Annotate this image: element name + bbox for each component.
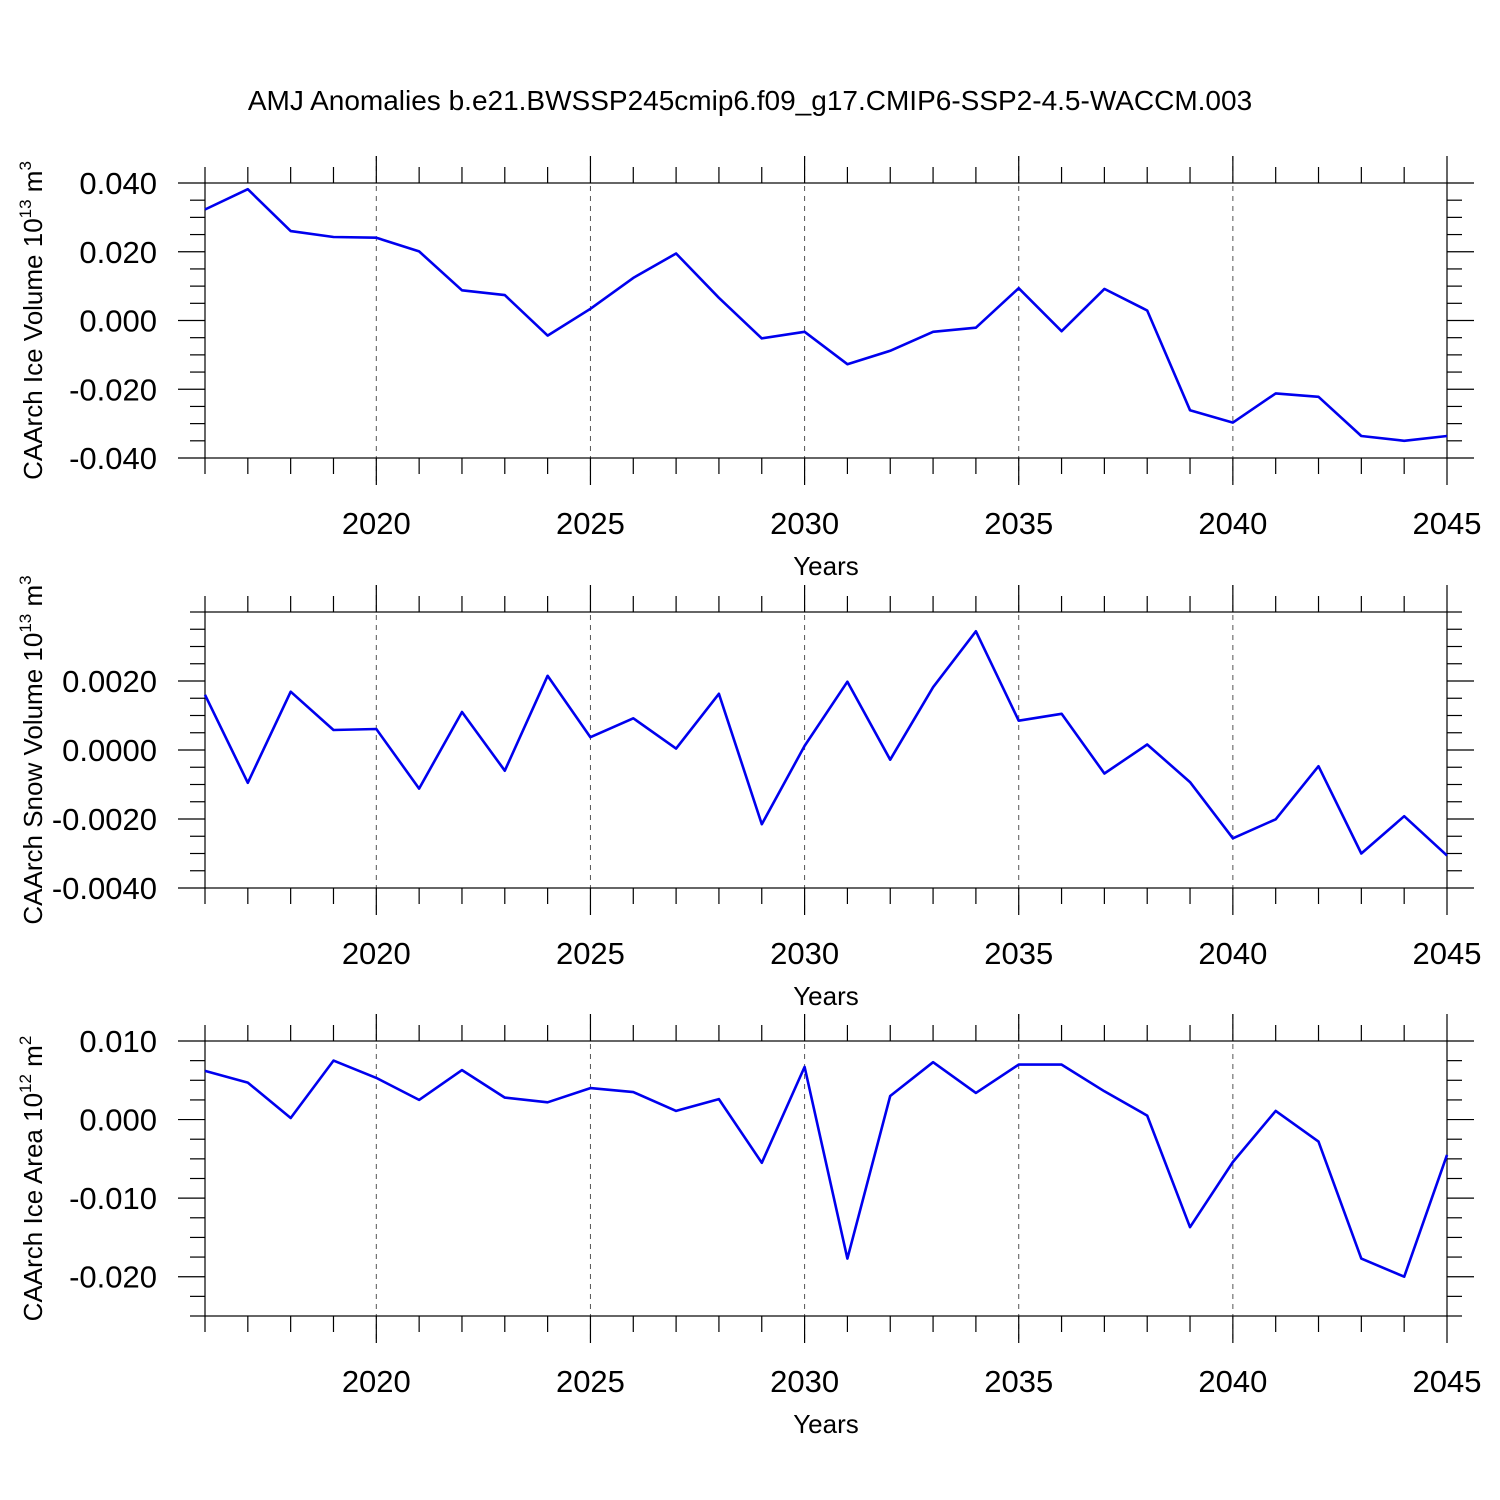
panel-3-y-axis-label-unit: m xyxy=(18,1045,48,1074)
figure-title: AMJ Anomalies b.e21.BWSSP245cmip6.f09_g1… xyxy=(248,85,1252,116)
panel-2-series-line xyxy=(203,629,1448,857)
panel-1-x-tick-label-5: 2045 xyxy=(1413,506,1482,541)
panel-3-x-tick-label-0: 2020 xyxy=(342,1364,411,1399)
panel-3-y-axis-label: CAArch Ice Area 1012 m2 xyxy=(16,1036,48,1322)
panel-3-y-tick-label-2: 0.000 xyxy=(79,1103,157,1138)
panel-1-series-line xyxy=(204,187,1448,443)
panel-2-y-tick-label-3: 0.0020 xyxy=(62,664,157,699)
panel-3-y-axis-label-exponent: 12 xyxy=(16,1074,35,1093)
panel-2-x-tick-label-5: 2045 xyxy=(1413,936,1482,971)
panel-3-y-tick-label-1: -0.010 xyxy=(69,1181,157,1216)
panel-1-y-axis-label: CAArch Ice Volume 1013 m3 xyxy=(16,161,48,480)
panel-3-x-tick-label-3: 2035 xyxy=(984,1364,1053,1399)
panel-1-y-axis-label-exponent: 13 xyxy=(16,199,35,218)
panels: 2020 2025 2030 2035 2040 2045 -0.040 -0.020 0.00… xyxy=(16,156,1481,1439)
panel-2: 2020 2025 2030 2035 2040 2045 -0.0040 -0.0020 0.… xyxy=(16,575,1481,1011)
panel-1-x-tick-label-1: 2025 xyxy=(556,506,625,541)
panel-3-x-tick-label-5: 2045 xyxy=(1413,1364,1482,1399)
panel-2-x-tick-label-4: 2040 xyxy=(1198,936,1267,971)
panel-1-y-tick-label-0: -0.040 xyxy=(69,441,157,476)
panel-1-y-tick-label-4: 0.040 xyxy=(79,166,157,201)
panel-2-y-axis-label: CAArch Snow Volume 1013 m3 xyxy=(16,575,48,924)
panel-3-series-line xyxy=(204,1059,1449,1278)
panel-3-y-axis-label-unit-exponent: 2 xyxy=(16,1036,35,1045)
panel-3-y-tick-label-3: 0.010 xyxy=(79,1024,157,1059)
panel-1-y-axis-label-unit-exponent: 3 xyxy=(16,161,35,170)
panel-3-x-tick-label-1: 2025 xyxy=(556,1364,625,1399)
panel-3-x-tick-label-2: 2030 xyxy=(770,1364,839,1399)
panel-1-y-axis-label-text: CAArch Ice Volume 10 xyxy=(18,218,48,480)
panel-1-x-tick-label-0: 2020 xyxy=(342,506,411,541)
panel-3-y-tick-label-0: -0.020 xyxy=(69,1260,157,1295)
panel-2-y-tick-label-1: -0.0020 xyxy=(52,802,157,837)
panel-3-x-tick-label-4: 2040 xyxy=(1198,1364,1267,1399)
panel-2-y-axis-label-unit-exponent: 3 xyxy=(16,575,35,584)
panel-2-y-tick-label-0: -0.0040 xyxy=(52,871,157,906)
panel-1-y-axis-label-unit: m xyxy=(18,171,48,200)
panel-1-y-tick-label-3: 0.020 xyxy=(79,235,157,270)
panel-3-plot-frame xyxy=(204,1040,1448,1317)
panel-1-x-tick-label-2: 2030 xyxy=(770,506,839,541)
panel-2-x-axis-label: Years xyxy=(793,981,859,1011)
panel-2-x-tick-label-2: 2030 xyxy=(770,936,839,971)
panel-1-x-tick-label-4: 2040 xyxy=(1198,506,1267,541)
panel-3-x-axis-label: Years xyxy=(793,1409,859,1439)
panel-3: 2020 2025 2030 2035 2040 2045 -0.020 -0.010 0.00… xyxy=(16,1014,1481,1439)
panel-3-y-axis-label-text: CAArch Ice Area 10 xyxy=(18,1093,48,1321)
panel-2-x-tick-label-1: 2025 xyxy=(556,936,625,971)
panel-2-y-axis-label-text: CAArch Snow Volume 10 xyxy=(18,633,48,925)
panel-2-x-tick-label-0: 2020 xyxy=(342,936,411,971)
panel-2-y-axis-label-exponent: 13 xyxy=(16,614,35,633)
panel-1-y-tick-label-2: 0.000 xyxy=(79,304,157,339)
panel-1-x-axis-label: Years xyxy=(793,551,859,581)
panel-1: 2020 2025 2030 2035 2040 2045 -0.040 -0.020 0.00… xyxy=(16,156,1481,581)
panel-2-y-axis-label-unit: m xyxy=(18,585,48,614)
panel-2-x-tick-label-3: 2035 xyxy=(984,936,1053,971)
panel-1-plot-frame xyxy=(204,182,1448,459)
panel-2-y-tick-label-2: 0.0000 xyxy=(62,733,157,768)
panel-1-x-tick-label-3: 2035 xyxy=(984,506,1053,541)
panel-1-y-tick-label-1: -0.020 xyxy=(69,372,157,407)
